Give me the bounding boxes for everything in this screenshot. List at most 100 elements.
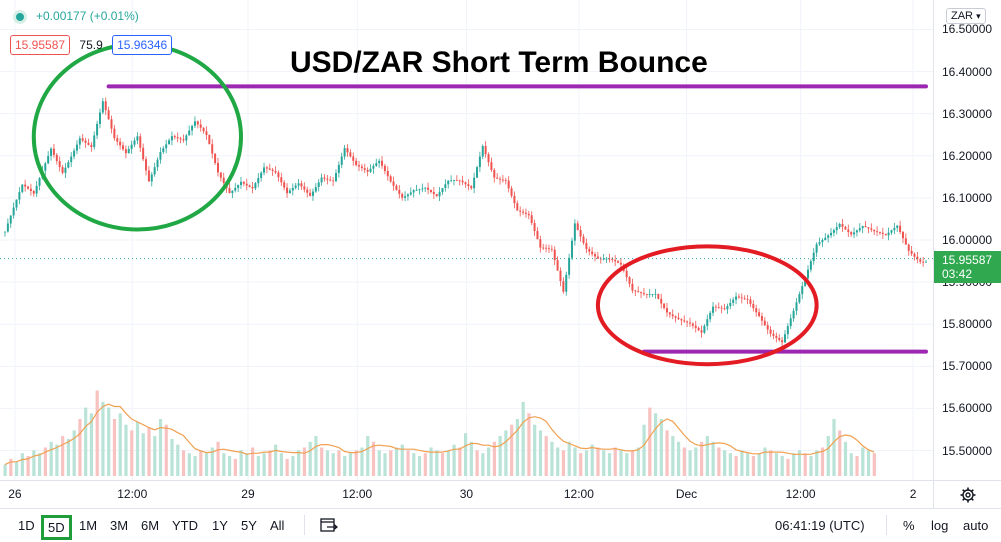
candle-body — [349, 152, 352, 157]
volume-bar — [504, 430, 508, 476]
volume-bar — [584, 450, 589, 476]
volume-bar — [636, 447, 640, 476]
candle-body — [130, 144, 133, 149]
candle-body — [516, 203, 519, 211]
candle-body — [783, 334, 786, 343]
volume-bar — [705, 436, 709, 476]
timeframe-5y[interactable]: 5Y — [241, 518, 257, 533]
percent-toggle[interactable]: % — [903, 518, 915, 533]
timeframe-6m[interactable]: 6M — [141, 518, 160, 533]
auto-toggle[interactable]: auto — [963, 518, 989, 533]
time-axis[interactable]: 26 12:00 29 12:00 30 12:00 Dec 12:00 2 — [0, 480, 933, 509]
candle-body — [916, 256, 919, 260]
volume-bar — [314, 436, 318, 476]
candle-body — [84, 140, 87, 143]
volume-bar — [112, 419, 117, 476]
candle-body — [884, 233, 887, 236]
timeframe-1m[interactable]: 1M — [79, 518, 98, 533]
volume-bar — [3, 464, 7, 476]
candle-body — [878, 231, 881, 233]
candle-body — [881, 232, 884, 234]
timeframe-ytd[interactable]: YTD — [172, 518, 198, 533]
candle-body — [320, 177, 323, 183]
volume-bar — [510, 424, 514, 476]
candle-body — [755, 308, 758, 313]
legend-change-text: +0.00177 (+0.01%) — [36, 9, 139, 23]
volume-bar — [792, 453, 796, 476]
candle-body — [752, 303, 755, 309]
candle-body — [870, 228, 873, 230]
time-tick-label: Dec — [675, 487, 698, 501]
volume-bar — [492, 441, 496, 476]
volume-bar — [406, 450, 410, 476]
candle-body — [147, 170, 150, 182]
candle-body — [139, 136, 142, 148]
settings-gear-icon[interactable] — [933, 480, 1001, 509]
volume-bar — [446, 450, 450, 476]
candle-body — [29, 188, 32, 192]
volume-bar — [665, 430, 669, 476]
volume-bar — [567, 441, 571, 476]
bottom-toolbar: 1D 5D 1M 3M 6M YTD 1Y 5Y All 06:41:19 (U… — [0, 508, 1001, 542]
candle-body — [340, 156, 343, 165]
volume-bar — [458, 447, 462, 476]
timeframe-all[interactable]: All — [270, 518, 285, 533]
clock-readout[interactable]: 06:41:19 (UTC) — [775, 518, 865, 533]
candle-body — [303, 186, 306, 190]
volume-bar — [671, 436, 675, 476]
volume-bar — [164, 424, 168, 476]
volume-bar — [308, 441, 312, 476]
volume-bar — [659, 419, 663, 476]
date-range-icon[interactable] — [320, 517, 339, 536]
volume-bar — [55, 444, 59, 476]
candle-body — [867, 227, 870, 229]
volume-bar — [838, 430, 842, 476]
candle-body — [478, 156, 481, 168]
candle-body — [608, 258, 611, 260]
timeframe-5d[interactable]: 5D — [41, 515, 72, 540]
candle-body — [461, 180, 464, 183]
candle-body — [294, 185, 297, 188]
candle-body — [64, 167, 67, 173]
volume-bar — [210, 447, 214, 476]
candle-body — [668, 312, 671, 315]
volume-bar — [711, 441, 715, 476]
candle-body — [732, 299, 735, 303]
candle-body — [841, 223, 844, 227]
volume-bar — [302, 447, 307, 476]
highlight-ellipse — [595, 244, 819, 367]
candle-body — [427, 187, 430, 190]
volume-bar — [452, 444, 456, 476]
candle-body — [291, 187, 294, 191]
timeframe-1d[interactable]: 1D — [18, 518, 35, 533]
candle-body — [334, 173, 337, 182]
currency-selector[interactable]: ZAR ▾ — [946, 8, 986, 24]
volume-bar — [216, 441, 220, 476]
candle-body — [101, 101, 104, 113]
price-axis[interactable]: ZAR ▾ 16.50000 16.40000 16.30000 16.20000 16… — [933, 0, 1001, 480]
volume-bar — [866, 450, 871, 476]
price-tick-label: 15.60000 — [942, 401, 993, 416]
log-toggle[interactable]: log — [931, 518, 949, 533]
candle-body — [743, 298, 746, 300]
timeframe-1y[interactable]: 1Y — [212, 518, 228, 533]
time-tick-label: 12:00 — [117, 487, 148, 501]
candle-body — [242, 181, 245, 184]
candle-body — [576, 223, 579, 231]
candle-body — [435, 194, 438, 197]
candle-body — [228, 188, 231, 194]
candle-body — [832, 230, 835, 233]
candle-body — [775, 335, 778, 338]
volume-bar — [256, 456, 260, 476]
timeframe-3m[interactable]: 3M — [110, 518, 129, 533]
candle-body — [602, 258, 605, 260]
candle-body — [188, 130, 191, 136]
candle-body — [619, 262, 622, 265]
volume-bar — [193, 456, 197, 476]
volume-bar — [625, 453, 629, 476]
candle-body — [712, 306, 715, 313]
candle-body — [481, 145, 484, 157]
chart-plot-area[interactable]: +0.00177 (+0.01%) 15.95587 75.9 15.96346… — [0, 0, 933, 480]
candle-body — [723, 308, 726, 310]
candle-body — [4, 231, 6, 233]
